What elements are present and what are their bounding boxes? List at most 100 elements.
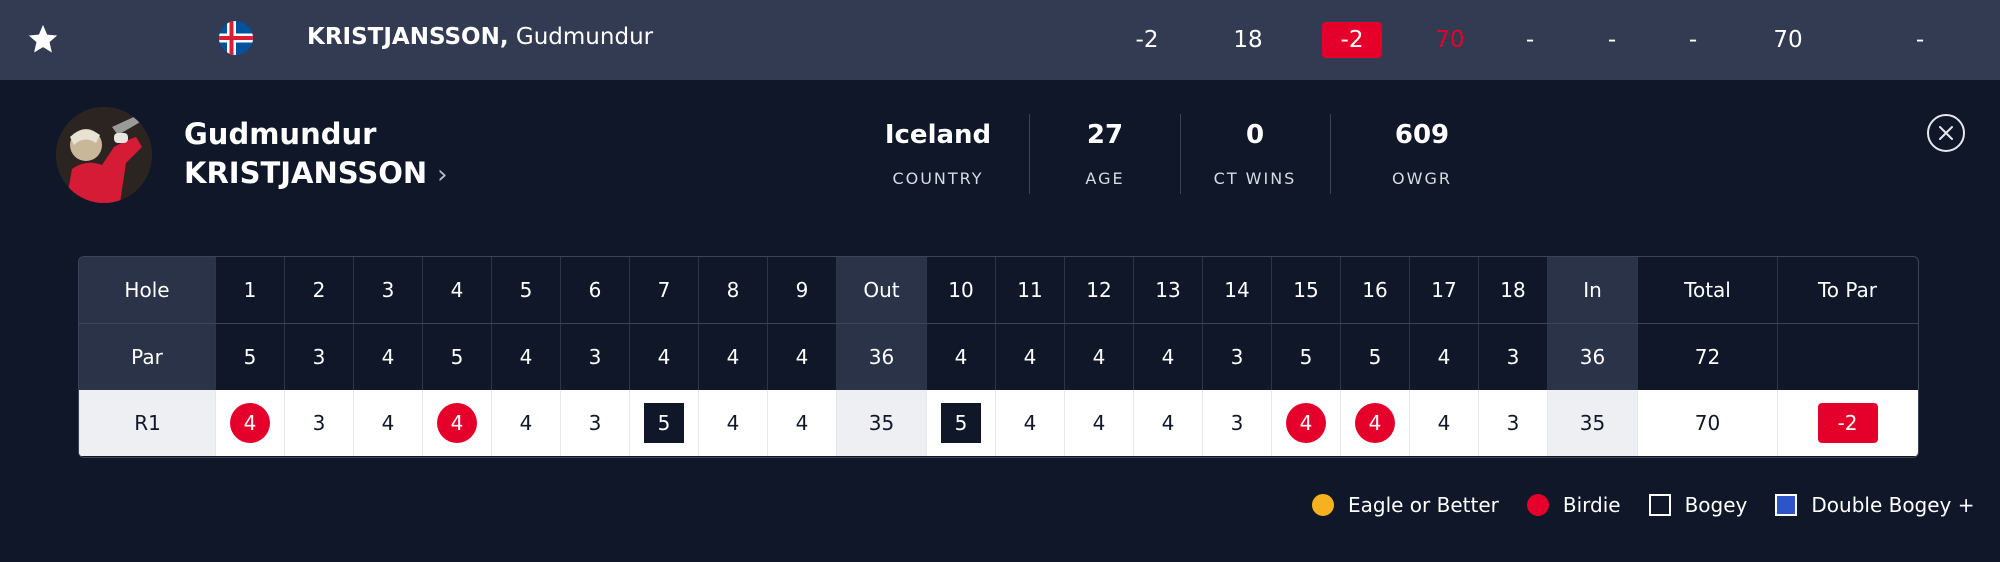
par-cell-hole-8: 4 [698,324,767,390]
iceland-flag-icon [219,21,253,55]
stat-owgr: 609 OWGR [1362,118,1482,188]
legend-birdie: Birdie [1526,493,1621,517]
header-cell-hole-14: 14 [1202,257,1271,323]
round-cell-hole-7: 5 [629,390,698,456]
round-cell-out: 35 [836,390,926,456]
total-value: 70 [1773,27,1803,53]
par-cell-to-par [1777,324,1917,390]
stat-ct-wins-label: CT WINS [1213,169,1297,188]
score-topar-mark: -2 [1817,403,1878,443]
stat-ct-wins: 0 CT WINS [1195,118,1315,188]
par-cell-hole-5: 4 [491,324,560,390]
par-cell-hole-4: 5 [422,324,491,390]
header-cell-hole-5: 5 [491,257,560,323]
header-cell-hole-10: 10 [926,257,995,323]
par-cell-total: 72 [1637,324,1777,390]
header-cell-hole-1: 1 [215,257,284,323]
header-cell-hole-6: 6 [560,257,629,323]
par-cell-hole-3: 4 [353,324,422,390]
par-cell-hole-7: 4 [629,324,698,390]
stat-age: 27 AGE [1045,118,1165,188]
score-birdie-mark: 4 [230,403,270,443]
par-cell-hole-15: 5 [1271,324,1340,390]
round4-value: - [1688,27,1698,53]
round-cell-hole-12: 4 [1064,390,1133,456]
par-cell-hole-17: 4 [1409,324,1478,390]
round-cell-hole-11: 4 [995,390,1064,456]
round-row-label: R1 [79,390,215,456]
round-cell-hole-2: 3 [284,390,353,456]
round-cell-hole-6: 3 [560,390,629,456]
round-cell-hole-18: 3 [1478,390,1547,456]
scorecard-hole-row: Hole 1 2 3 4 5 6 7 8 9 Out 10 11 12 13 14 15 16 17 18 In Tota… [79,257,1918,323]
par-cell-hole-1: 5 [215,324,284,390]
round-cell-hole-16: 4 [1340,390,1409,456]
stat-owgr-label: OWGR [1392,169,1452,188]
bogey-swatch-icon [1648,494,1671,516]
stat-divider [1330,114,1331,194]
round-cell-hole-8: 4 [698,390,767,456]
player-last-name-heading: KRISTJANSSON [184,156,428,190]
player-name-link[interactable]: KRISTJANSSON, Gudmundur [307,24,653,50]
player-first-name-heading: Gudmundur [184,117,377,151]
par-cell-hole-9: 4 [767,324,836,390]
thru-value: 18 [1233,27,1263,53]
header-cell-hole-16: 16 [1340,257,1409,323]
player-photo [56,107,152,203]
round-cell-hole-1: 4 [215,390,284,456]
par-cell-hole-14: 3 [1202,324,1271,390]
double-bogey-swatch-icon [1775,494,1798,516]
today-badge: -2 [1322,22,1382,58]
scorecard-par-row: Par 5 3 4 5 4 3 4 4 4 36 4 4 4 4 3 5 5 4 3 36 72 [79,323,1918,390]
player-profile-link[interactable]: KRISTJANSSON › [184,156,448,190]
round-cell-hole-15: 4 [1271,390,1340,456]
stat-country-value: Iceland [884,120,992,150]
header-cell-hole-17: 17 [1409,257,1478,323]
header-cell-hole-2: 2 [284,257,353,323]
par-cell-hole-11: 4 [995,324,1064,390]
header-cell-hole-9: 9 [767,257,836,323]
par-cell-hole-18: 3 [1478,324,1547,390]
header-cell-hole-12: 12 [1064,257,1133,323]
score-birdie-mark: 4 [1286,403,1326,443]
stat-age-value: 27 [1086,120,1124,150]
round-cell-total: 70 [1637,390,1777,456]
score-bogey-mark: 5 [941,403,981,443]
round-cell-hole-14: 3 [1202,390,1271,456]
header-cell-out: Out [836,257,926,323]
star-icon[interactable] [26,22,60,56]
par-cell-hole-12: 4 [1064,324,1133,390]
chevron-right-icon: › [437,160,448,190]
birdie-swatch-icon [1526,494,1549,516]
leaderboard-row[interactable]: KRISTJANSSON, Gudmundur -2 18 -2 70 - - … [0,0,2000,80]
header-cell-hole-11: 11 [995,257,1064,323]
par-cell-hole-10: 4 [926,324,995,390]
close-button[interactable] [1927,114,1965,152]
player-last-name: KRISTJANSSON, [307,24,509,50]
round-cell-hole-13: 4 [1133,390,1202,456]
player-first-name: Gudmundur [515,24,654,50]
stat-ct-wins-value: 0 [1245,120,1265,150]
round-cell-hole-9: 4 [767,390,836,456]
header-cell-to-par: To Par [1777,257,1917,323]
stat-country-label: COUNTRY [892,169,984,188]
avatar [56,107,152,203]
legend-double-bogey: Double Bogey + [1775,493,1975,517]
round-cell-hole-4: 4 [422,390,491,456]
header-cell-hole-3: 3 [353,257,422,323]
round1-value: 70 [1435,27,1465,53]
close-icon [1939,126,1953,140]
score-bogey-mark: 5 [644,403,684,443]
header-cell-in: In [1547,257,1637,323]
header-row-label: Hole [79,257,215,323]
par-cell-hole-16: 5 [1340,324,1409,390]
stat-divider [1029,114,1030,194]
par-cell-hole-6: 3 [560,324,629,390]
par-cell-out: 36 [836,324,926,390]
header-cell-hole-4: 4 [422,257,491,323]
scorecard-round-row: R1 4 3 4 4 4 3 5 4 4 35 5 4 4 4 3 4 4 4 3 35 70 -2 [79,390,1918,456]
round-cell-in: 35 [1547,390,1637,456]
legend-bogey: Bogey [1648,493,1747,517]
legend-double-bogey-label: Double Bogey + [1811,493,1975,517]
par-row-label: Par [79,324,215,390]
